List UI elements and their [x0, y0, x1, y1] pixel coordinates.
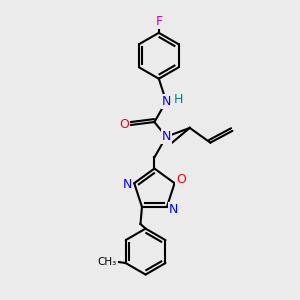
Text: O: O [176, 173, 186, 186]
Text: O: O [119, 118, 129, 131]
Text: H: H [174, 93, 183, 106]
Text: F: F [155, 15, 162, 28]
Text: N: N [161, 130, 171, 143]
Text: N: N [123, 178, 133, 191]
Text: CH₃: CH₃ [98, 256, 117, 267]
Text: N: N [169, 203, 178, 216]
Text: N: N [162, 95, 171, 108]
